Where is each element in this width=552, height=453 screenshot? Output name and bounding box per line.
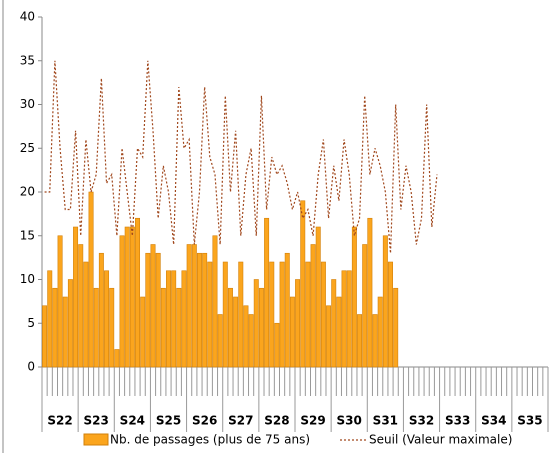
bar xyxy=(93,287,99,368)
bar xyxy=(382,235,388,368)
bar xyxy=(258,287,264,368)
bar xyxy=(67,279,73,368)
bar xyxy=(109,287,115,368)
bar xyxy=(320,261,326,368)
bar xyxy=(331,279,337,368)
bar xyxy=(145,252,151,368)
bar xyxy=(140,296,146,368)
bar xyxy=(238,261,244,368)
y-tick-label: 0 xyxy=(27,360,35,374)
week-label: S31 xyxy=(373,414,398,428)
bar xyxy=(150,244,156,368)
week-label: S33 xyxy=(445,414,470,428)
bar xyxy=(129,226,135,368)
bar xyxy=(124,226,130,368)
bar xyxy=(47,270,53,368)
bar xyxy=(248,314,254,368)
week-label: S22 xyxy=(47,414,72,428)
bar xyxy=(289,296,295,368)
bar xyxy=(341,270,347,368)
y-tick-label: 15 xyxy=(20,228,35,242)
week-label: S32 xyxy=(409,414,434,428)
y-tick-label: 20 xyxy=(20,185,35,199)
bar xyxy=(362,244,368,368)
bar xyxy=(57,235,63,368)
week-label: S23 xyxy=(84,414,109,428)
bar xyxy=(62,296,68,368)
bar xyxy=(295,279,301,368)
bar xyxy=(98,252,104,368)
bar xyxy=(326,305,332,368)
bar xyxy=(351,226,357,368)
bar xyxy=(171,270,177,368)
bar xyxy=(227,287,233,368)
bar xyxy=(114,349,120,368)
bar xyxy=(217,314,223,368)
y-tick-label: 30 xyxy=(20,97,35,111)
bar xyxy=(377,296,383,368)
bar xyxy=(264,217,270,368)
bar xyxy=(346,270,352,368)
week-label: S28 xyxy=(264,414,289,428)
bar xyxy=(160,287,166,368)
bar xyxy=(372,314,378,368)
bar xyxy=(78,244,84,368)
bar xyxy=(388,261,394,368)
bar xyxy=(207,261,213,368)
bar xyxy=(222,261,228,368)
y-tick-label: 5 xyxy=(27,316,35,330)
bar xyxy=(73,226,79,368)
bar xyxy=(52,287,58,368)
bar xyxy=(305,261,311,368)
bar xyxy=(181,270,187,368)
bar xyxy=(186,244,192,368)
threshold-line xyxy=(44,60,438,254)
bar xyxy=(274,322,280,368)
bar xyxy=(243,305,249,368)
y-tick-label: 10 xyxy=(20,272,35,286)
bar xyxy=(336,296,342,368)
week-label: S27 xyxy=(228,414,253,428)
bar xyxy=(42,305,48,368)
bar xyxy=(191,244,197,368)
bar xyxy=(166,270,171,368)
bar xyxy=(196,252,202,368)
bar xyxy=(367,217,373,368)
y-tick-label: 35 xyxy=(20,53,35,67)
legend-label: Nb. de passages (plus de 75 ans) xyxy=(110,433,310,447)
bar xyxy=(279,261,285,368)
legend-swatch xyxy=(83,433,109,446)
bar xyxy=(104,270,110,368)
bar xyxy=(315,226,321,368)
bar xyxy=(284,252,290,368)
week-label: S29 xyxy=(300,414,325,428)
week-label: S30 xyxy=(337,414,362,428)
bar xyxy=(202,252,208,368)
legend-label: Seuil (Valeur maximale) xyxy=(369,433,512,447)
bar xyxy=(135,217,141,368)
bar xyxy=(357,314,363,368)
bar xyxy=(269,261,275,368)
y-tick-label: 25 xyxy=(20,141,35,155)
week-label: S26 xyxy=(192,414,217,428)
week-label: S35 xyxy=(517,414,542,428)
bar xyxy=(310,244,316,368)
week-label: S34 xyxy=(481,414,506,428)
week-label: S24 xyxy=(120,414,145,428)
bar xyxy=(88,191,94,368)
week-label: S25 xyxy=(156,414,181,428)
bar xyxy=(212,235,218,368)
bar xyxy=(119,235,125,368)
bar xyxy=(393,287,399,368)
bar xyxy=(233,296,239,368)
bar xyxy=(253,279,259,368)
bar xyxy=(155,252,161,368)
y-tick-label: 40 xyxy=(20,10,35,24)
bar xyxy=(300,200,306,368)
bar xyxy=(176,287,182,368)
bar xyxy=(83,261,89,368)
